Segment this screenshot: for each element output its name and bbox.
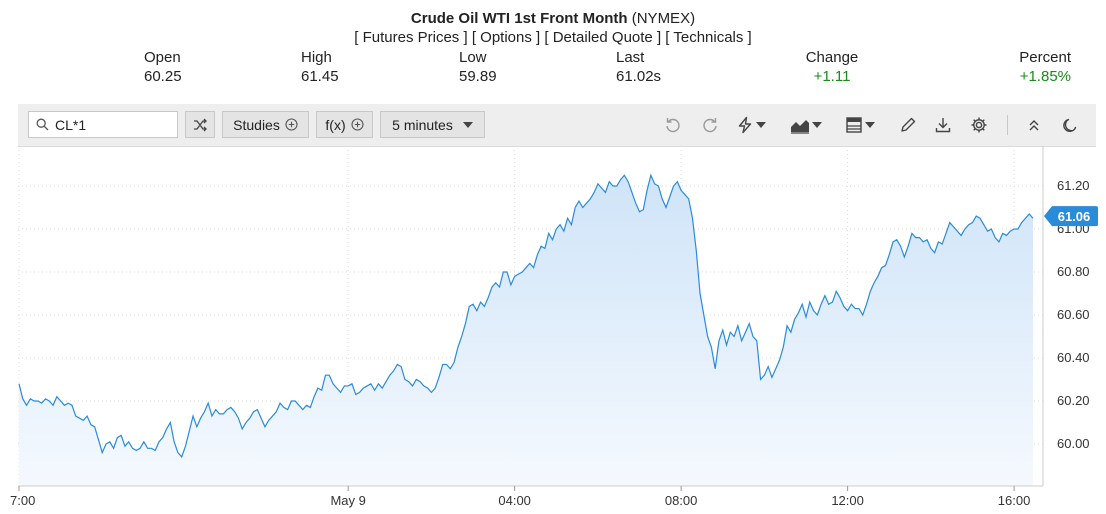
area-chart-icon bbox=[791, 120, 809, 134]
x-axis: 7:00 May 9 04:00 08:00 12:00 16:00 bbox=[10, 486, 1030, 508]
collapse-button[interactable] bbox=[1024, 115, 1044, 135]
shuffle-icon bbox=[194, 118, 207, 131]
chevron-down-icon bbox=[756, 122, 766, 128]
studies-label: Studies bbox=[233, 116, 280, 133]
download-icon bbox=[935, 118, 951, 133]
link-options[interactable]: [ Options ] bbox=[471, 29, 541, 46]
redo-button[interactable] bbox=[700, 115, 720, 135]
stat-high: High 61.45 bbox=[301, 48, 339, 86]
theme-toggle[interactable] bbox=[1060, 115, 1080, 135]
chevron-down-icon bbox=[865, 122, 875, 128]
search-icon bbox=[36, 118, 49, 131]
instrument-name: Crude Oil WTI 1st Front Month bbox=[410, 10, 628, 27]
pencil-icon bbox=[901, 117, 916, 132]
studies-button[interactable]: Studies bbox=[222, 111, 309, 138]
link-technicals[interactable]: [ Technicals ] bbox=[665, 29, 752, 46]
stat-change-label: Change bbox=[805, 49, 859, 66]
stat-low-label: Low bbox=[459, 49, 487, 66]
moon-icon bbox=[1063, 118, 1077, 133]
stat-high-label: High bbox=[301, 49, 332, 66]
symbol-search[interactable] bbox=[28, 111, 178, 138]
price-line bbox=[18, 173, 1034, 459]
x-tick-label: 04:00 bbox=[498, 493, 531, 508]
interval-select[interactable]: 5 minutes bbox=[380, 111, 485, 138]
gear-icon bbox=[971, 117, 987, 133]
stat-high-value: 61.45 bbox=[301, 68, 339, 85]
y-tick-label: 60.40 bbox=[1057, 350, 1090, 365]
stat-last: Last 61.02s bbox=[616, 48, 661, 86]
chevron-down-icon bbox=[462, 121, 473, 128]
lightning-icon bbox=[738, 116, 752, 134]
fx-label: f(x) bbox=[325, 116, 346, 133]
fx-button[interactable]: f(x) bbox=[316, 111, 373, 138]
x-tick-label: 7:00 bbox=[10, 493, 35, 508]
layout-menu[interactable] bbox=[845, 115, 881, 135]
link-futures-prices[interactable]: [ Futures Prices ] bbox=[354, 29, 468, 46]
link-detailed-quote[interactable]: [ Detailed Quote ] bbox=[544, 29, 662, 46]
x-tick-label: May 9 bbox=[330, 493, 365, 508]
stat-open-label: Open bbox=[144, 49, 181, 66]
stat-last-label: Last bbox=[616, 49, 645, 66]
undo-button[interactable] bbox=[663, 115, 683, 135]
y-tick-label: 60.20 bbox=[1057, 393, 1090, 408]
exchange-name: (NYMEX) bbox=[631, 10, 696, 27]
plus-circle-icon bbox=[351, 118, 364, 131]
compare-button[interactable] bbox=[185, 111, 215, 138]
panel-layout-icon bbox=[846, 117, 862, 133]
stat-change-value: +1.11 bbox=[813, 68, 851, 85]
interval-label: 5 minutes bbox=[392, 116, 453, 133]
stat-open-value: 60.25 bbox=[144, 68, 182, 85]
stat-low-value: 59.89 bbox=[459, 68, 497, 85]
stat-low: Low 59.89 bbox=[459, 48, 497, 86]
y-tick-label: 61.20 bbox=[1057, 178, 1090, 193]
toolbar-divider bbox=[1007, 115, 1008, 135]
download-button[interactable] bbox=[933, 115, 953, 135]
y-tick-label: 60.00 bbox=[1057, 436, 1090, 451]
stat-percent: Percent +1.85% bbox=[951, 48, 1071, 86]
events-menu[interactable] bbox=[736, 115, 772, 135]
y-tick-label: 60.80 bbox=[1057, 264, 1090, 279]
stat-percent-label: Percent bbox=[1019, 49, 1071, 66]
last-price-label: 61.06 bbox=[1058, 209, 1091, 224]
y-tick-label: 60.60 bbox=[1057, 307, 1090, 322]
chevron-up-double-icon bbox=[1029, 120, 1039, 131]
settings-button[interactable] bbox=[969, 115, 989, 135]
stat-percent-value: +1.85% bbox=[1019, 68, 1071, 85]
quote-links: [ Futures Prices ] [ Options ] [ Detaile… bbox=[0, 29, 1106, 46]
x-tick-label: 16:00 bbox=[998, 493, 1031, 508]
stat-change: Change +1.11 bbox=[772, 48, 892, 86]
x-tick-label: 12:00 bbox=[831, 493, 864, 508]
stat-last-value: 61.02s bbox=[616, 68, 662, 85]
undo-icon bbox=[666, 118, 680, 133]
chart-type-menu[interactable] bbox=[790, 115, 826, 135]
price-area bbox=[19, 175, 1033, 486]
draw-button[interactable] bbox=[898, 115, 918, 135]
chart-toolbar: Studies f(x) 5 minutes bbox=[18, 104, 1096, 147]
x-tick-label: 08:00 bbox=[665, 493, 698, 508]
last-price-badge: 61.06 bbox=[1044, 206, 1098, 227]
stat-open: Open 60.25 bbox=[144, 48, 182, 86]
chart-title: Crude Oil WTI 1st Front Month (NYMEX) bbox=[0, 10, 1106, 27]
chevron-down-icon bbox=[812, 122, 822, 128]
redo-icon bbox=[703, 118, 717, 133]
symbol-input[interactable] bbox=[55, 115, 173, 134]
plus-circle-icon bbox=[285, 118, 298, 131]
